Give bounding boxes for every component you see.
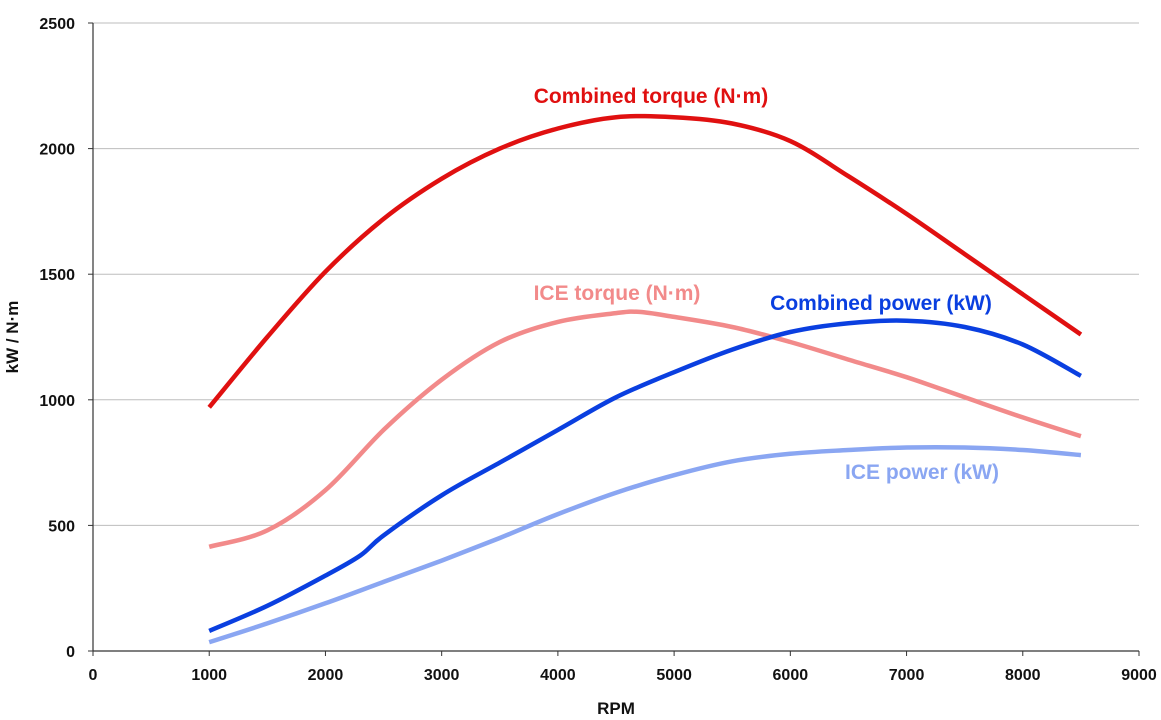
x-tick-label: 3000 xyxy=(424,667,460,684)
x-tick-label: 7000 xyxy=(889,667,925,684)
x-tick-label: 6000 xyxy=(773,667,809,684)
axes xyxy=(92,23,1139,652)
combined-power-line xyxy=(208,318,1082,633)
y-axis-label: kW / N·m xyxy=(3,301,22,374)
ice-power-label: ICE power (kW) xyxy=(845,461,999,484)
x-tick-label: 2000 xyxy=(308,667,344,684)
x-axis-label: RPM xyxy=(597,699,635,718)
x-tick-label: 8000 xyxy=(1005,667,1041,684)
ice-power-line xyxy=(208,444,1082,645)
x-tick-label: 9000 xyxy=(1121,667,1157,684)
combined-torque-line xyxy=(207,113,1083,409)
y-tick-label: 1000 xyxy=(39,393,75,410)
ice-torque-label: ICE torque (N·m) xyxy=(534,282,701,305)
y-tick-label: 500 xyxy=(48,518,75,535)
x-tick-label: 4000 xyxy=(540,667,576,684)
x-axis-ticks: 0 1000 2000 3000 4000 5000 6000 7000 8000 9000 xyxy=(89,651,1157,684)
y-tick-label: 0 xyxy=(66,644,75,661)
x-tick-label: 1000 xyxy=(191,667,227,684)
ice-torque-line xyxy=(208,309,1082,549)
y-tick-label: 2000 xyxy=(39,142,75,159)
x-tick-label: 5000 xyxy=(656,667,692,684)
y-axis-ticks: 0 500 1000 1500 2000 2500 xyxy=(39,16,93,661)
gridlines xyxy=(93,22,1139,526)
y-tick-label: 2500 xyxy=(39,16,75,33)
series-labels: Combined torque (N·m) ICE torque (N·m) Com… xyxy=(534,85,999,484)
x-tick-label: 0 xyxy=(89,667,98,684)
combined-power-label: Combined power (kW) xyxy=(770,292,992,315)
combined-torque-label: Combined torque (N·m) xyxy=(534,85,768,108)
series-lines xyxy=(207,113,1083,645)
y-tick-label: 1500 xyxy=(39,267,75,284)
